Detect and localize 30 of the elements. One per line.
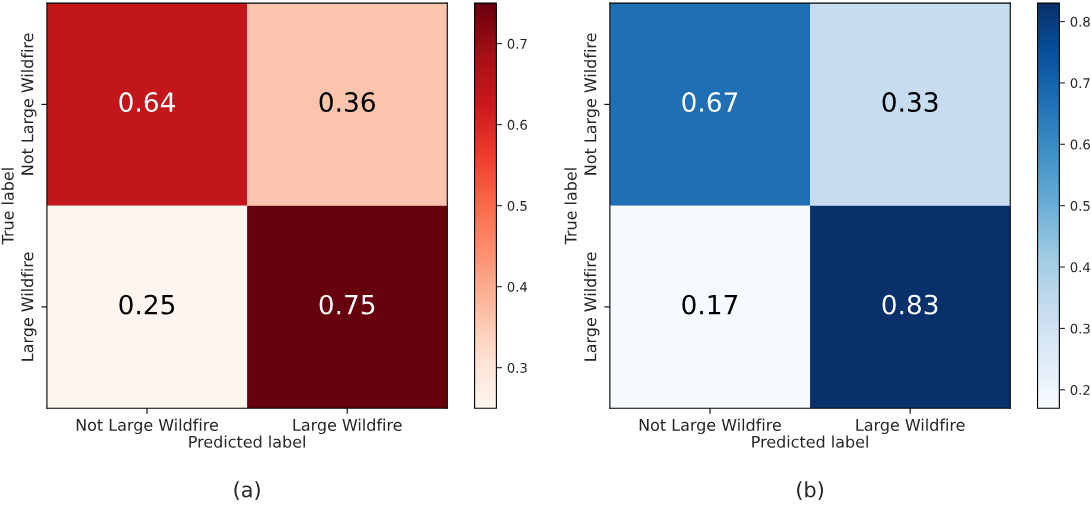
color-bar-label: 0.3 bbox=[1070, 323, 1090, 334]
y-axis-title: True label bbox=[1, 168, 14, 245]
color-bar-label: 0.7 bbox=[507, 38, 527, 49]
color-bar-label: 0.3 bbox=[507, 362, 527, 373]
data-label: 0.33 bbox=[882, 92, 938, 113]
color-bar-label: 0.6 bbox=[507, 119, 527, 130]
x-axis-title: Predicted label bbox=[189, 435, 305, 448]
x-tick-label: Large Wildfire bbox=[293, 418, 402, 435]
data-label: 0.25 bbox=[119, 294, 175, 315]
data-label: 0.17 bbox=[682, 294, 738, 315]
data-label: 0.36 bbox=[319, 92, 375, 113]
data-label: 0.64 bbox=[119, 92, 175, 113]
color-bar-label: 0.4 bbox=[507, 281, 528, 292]
color-bar-label: 0.2 bbox=[1070, 385, 1090, 395]
x-tick-label: Not Large Wildfire bbox=[639, 418, 781, 435]
data-label: 0.75 bbox=[319, 294, 375, 315]
y-axis-title: True label bbox=[564, 168, 577, 245]
color-bar-label: 0.6 bbox=[1070, 139, 1090, 150]
data-label: 0.83 bbox=[882, 294, 938, 315]
color-bar-label: 0.7 bbox=[1070, 78, 1090, 89]
x-tick-label: Large Wildfire bbox=[856, 418, 965, 435]
data-label: 0.67 bbox=[682, 92, 738, 113]
x-tick-label: Not Large Wildfire bbox=[76, 418, 218, 435]
text: (a) bbox=[234, 481, 260, 500]
color-bar-label: 0.5 bbox=[507, 200, 527, 211]
color-bar-label: 0.4 bbox=[1070, 262, 1091, 273]
text: (b) bbox=[797, 481, 824, 500]
color-bar-label: 0.5 bbox=[1070, 200, 1090, 211]
x-axis-title: Predicted label bbox=[752, 435, 868, 448]
color-bar-label: 0.8 bbox=[1070, 16, 1090, 27]
